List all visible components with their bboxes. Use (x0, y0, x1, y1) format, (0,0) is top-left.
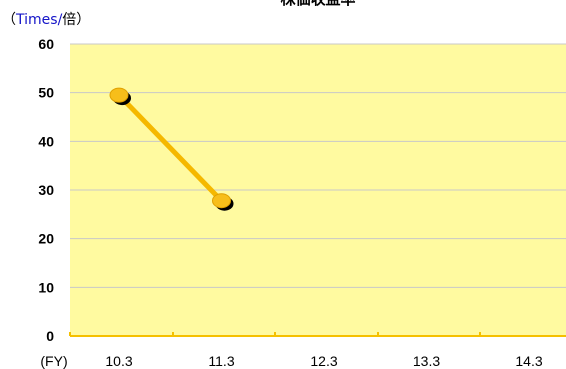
x-axis-tick-marks (69, 332, 481, 336)
y-tick-label: 0 (46, 328, 54, 344)
x-tick-label: 14.3 (515, 353, 542, 369)
gridlines (70, 43, 566, 288)
y-tick-label: 60 (38, 36, 54, 52)
y-unit-separator: / (58, 12, 63, 28)
y-tick-label: 20 (38, 231, 54, 247)
y-unit-open-paren: （ (2, 12, 16, 28)
y-axis-unit-label: （Times/倍） (2, 12, 90, 28)
y-unit-close-paren: ） (76, 12, 90, 28)
x-tick-label: 12.3 (310, 353, 337, 369)
y-unit-english: Times (15, 12, 58, 28)
series-line (117, 93, 224, 203)
x-tick-label: 10.3 (105, 353, 132, 369)
x-tick-label: 11.3 (208, 353, 234, 369)
x-axis-tick-labels: 10.3 11.3 12.3 13.3 14.3 (105, 353, 542, 369)
y-tick-label: 40 (38, 133, 54, 149)
y-tick-label: 10 (38, 279, 54, 295)
y-unit-japanese: 倍 (62, 12, 76, 28)
y-tick-label: 50 (38, 85, 54, 101)
y-tick-label: 30 (38, 182, 54, 198)
data-point (109, 87, 129, 103)
series-group (109, 87, 234, 211)
data-point (212, 193, 231, 209)
chart-title: 株価収益率 (280, 0, 355, 8)
x-axis-unit-label: (FY) (40, 353, 67, 369)
x-tick-label: 13.3 (413, 353, 440, 369)
y-axis-tick-labels: 0 10 20 30 40 50 60 (38, 36, 54, 344)
